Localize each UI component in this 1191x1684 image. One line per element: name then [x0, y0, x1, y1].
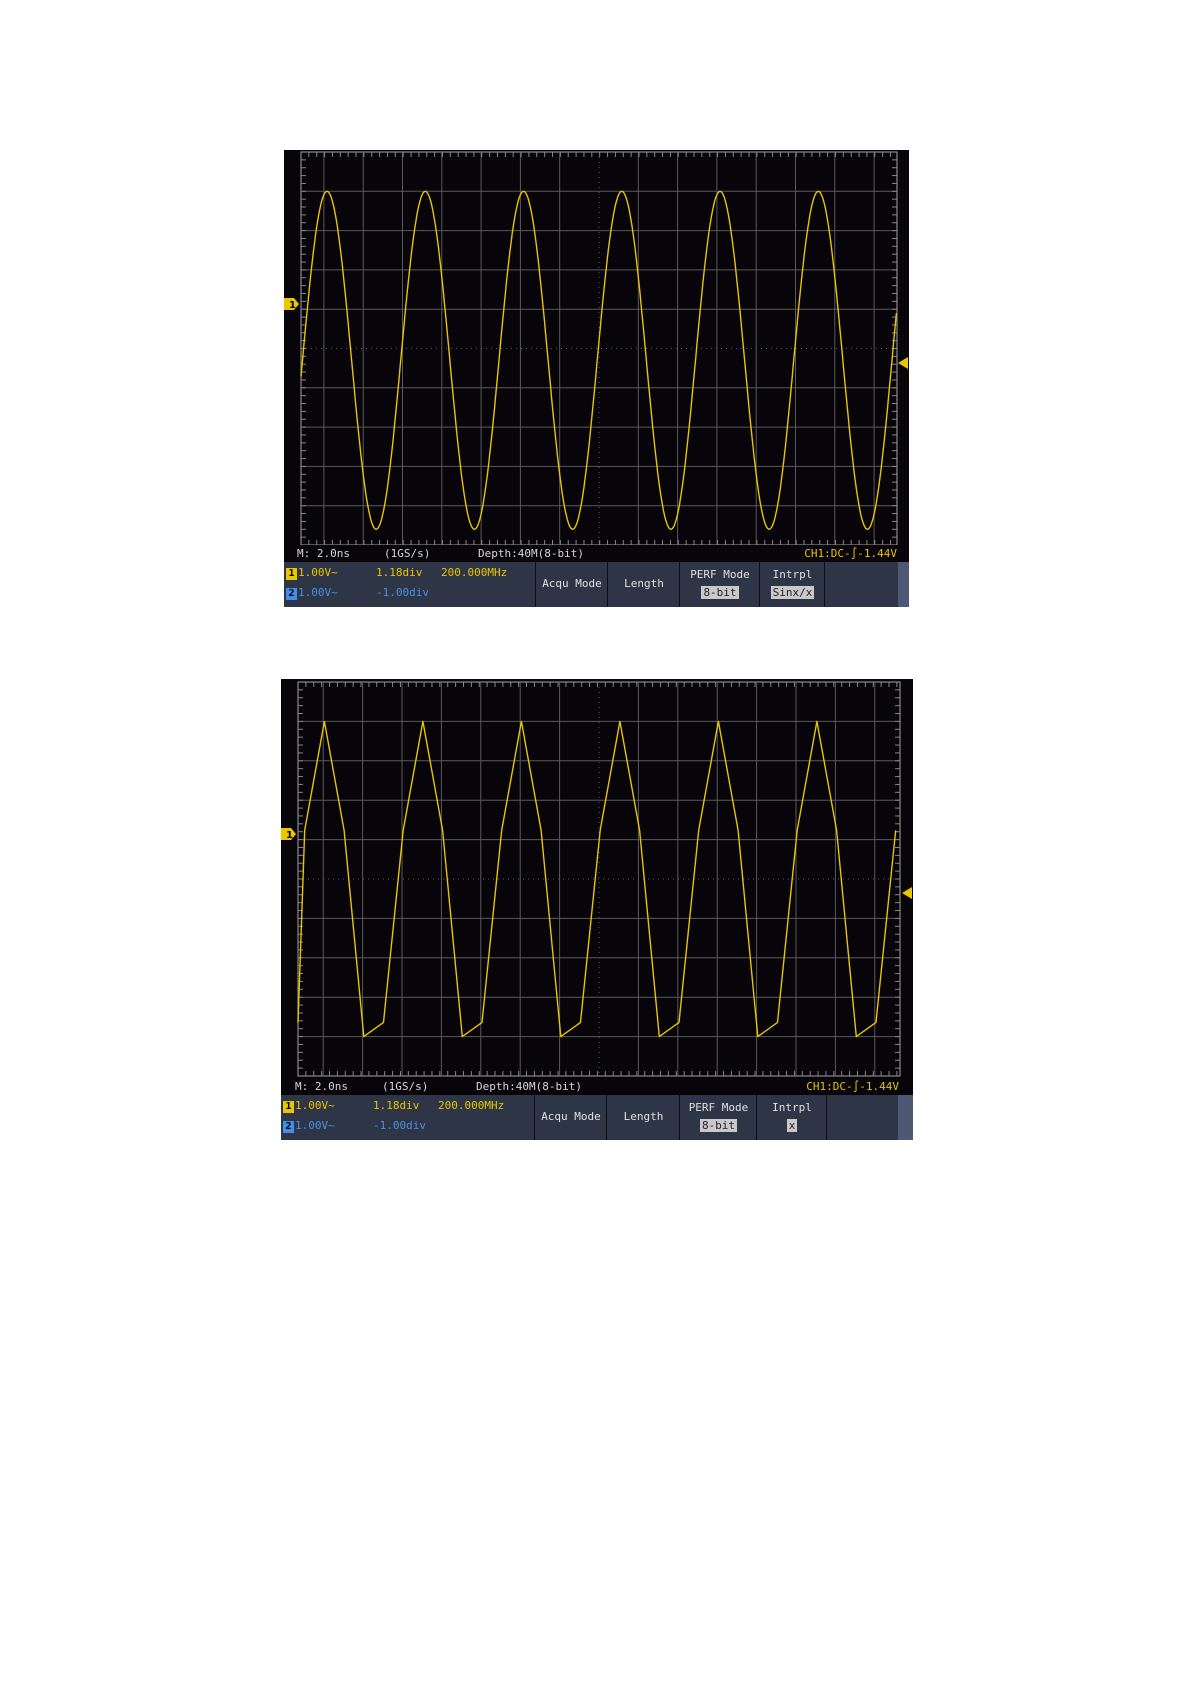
ch1-badge: 1 [286, 568, 297, 580]
perf-mode-value: 8-bit [701, 586, 739, 599]
ch1-info[interactable]: 1 1.00V~ 1.18div 200.000MHz [283, 1099, 504, 1113]
ch2-position: -1.00div [373, 1119, 426, 1132]
oscilloscope-screen-x: 1 M: 2.0ns (1GS/s) Depth:40M(8-bit) CH1:… [281, 679, 913, 1140]
svg-text:1: 1 [286, 830, 293, 841]
ch1-level-marker[interactable]: 1 [284, 296, 300, 315]
length-button[interactable]: Length [606, 1095, 680, 1140]
acqu-mode-button[interactable]: Acqu Mode [535, 562, 608, 607]
ch2-scale: 1.00V~ [298, 586, 338, 599]
intrpl-button[interactable]: Intrpl Sinx/x [759, 562, 825, 607]
length-button[interactable]: Length [607, 562, 680, 607]
ch1-info[interactable]: 1 1.00V~ 1.18div 200.000MHz [286, 566, 507, 580]
status-line: M: 2.0ns (1GS/s) Depth:40M(8-bit) CH1:DC… [284, 545, 909, 562]
menu-scrollbar [898, 562, 909, 607]
waveform-display [297, 681, 901, 1077]
sample-rate: (1GS/s) [382, 1080, 429, 1093]
ch1-frequency: 200.000MHz [438, 1099, 505, 1112]
trigger-level-marker[interactable] [902, 884, 912, 903]
menu-scrollbar [898, 1095, 913, 1140]
perf-mode-label: PERF Mode [688, 1101, 749, 1114]
perf-mode-value: 8-bit [699, 1119, 738, 1132]
ch1-level-marker[interactable]: 1 [281, 826, 297, 845]
length-label: Length [623, 1110, 664, 1123]
perf-mode-button[interactable]: PERF Mode 8-bit [679, 1095, 757, 1140]
trigger-status: CH1:DC-∫-1.44V [806, 1080, 899, 1093]
ch2-scale: 1.00V~ [295, 1119, 335, 1132]
ch1-waveform [300, 190, 898, 530]
timebase: M: 2.0ns [297, 547, 350, 560]
acqu-mode-label: Acqu Mode [541, 1110, 601, 1123]
menu-bar: 1 1.00V~ 1.18div 200.000MHz 2 1.00V~ -1.00div… [281, 1095, 913, 1140]
trigger-level-marker[interactable] [898, 354, 908, 373]
status-line: M: 2.0ns (1GS/s) Depth:40M(8-bit) CH1:DC… [281, 1078, 913, 1095]
oscilloscope-screen-sinx: 1 M: 2.0ns (1GS/s) Depth:40M(8-bit) CH1:… [284, 150, 909, 607]
waveform-display [300, 151, 898, 545]
acqu-mode-label: Acqu Mode [542, 577, 602, 590]
ch1-waveform [297, 720, 897, 1038]
empty-menu-button[interactable] [824, 562, 899, 607]
ch1-scale: 1.00V~ [298, 566, 338, 579]
memory-depth: Depth:40M(8-bit) [478, 547, 584, 560]
acqu-mode-button[interactable]: Acqu Mode [534, 1095, 607, 1140]
ch2-info[interactable]: 2 1.00V~ -1.00div [283, 1119, 426, 1133]
ch2-badge: 2 [283, 1121, 294, 1133]
ch1-badge: 1 [283, 1101, 294, 1113]
intrpl-value: x [786, 1119, 798, 1132]
timebase: M: 2.0ns [295, 1080, 348, 1093]
ch2-badge: 2 [286, 588, 297, 600]
ch1-position: 1.18div [376, 566, 423, 579]
intrpl-label: Intrpl [772, 1101, 812, 1114]
menu-bar: 1 1.00V~ 1.18div 200.000MHz 2 1.00V~ -1.00div… [284, 562, 909, 607]
memory-depth: Depth:40M(8-bit) [476, 1080, 582, 1093]
perf-mode-label: PERF Mode [690, 568, 750, 581]
ch2-info[interactable]: 2 1.00V~ -1.00div [286, 586, 429, 600]
perf-mode-button[interactable]: PERF Mode 8-bit [679, 562, 760, 607]
ch1-frequency: 200.000MHz [441, 566, 508, 579]
intrpl-button[interactable]: Intrpl x [756, 1095, 827, 1140]
intrpl-label: Intrpl [772, 568, 813, 581]
sample-rate: (1GS/s) [384, 547, 431, 560]
ch2-position: -1.00div [376, 586, 429, 599]
ch1-position: 1.18div [373, 1099, 420, 1112]
svg-text:1: 1 [289, 300, 296, 311]
length-label: Length [624, 577, 664, 590]
ch1-scale: 1.00V~ [295, 1099, 335, 1112]
trigger-status: CH1:DC-∫-1.44V [804, 547, 897, 560]
intrpl-value: Sinx/x [770, 586, 815, 599]
empty-menu-button[interactable] [826, 1095, 899, 1140]
